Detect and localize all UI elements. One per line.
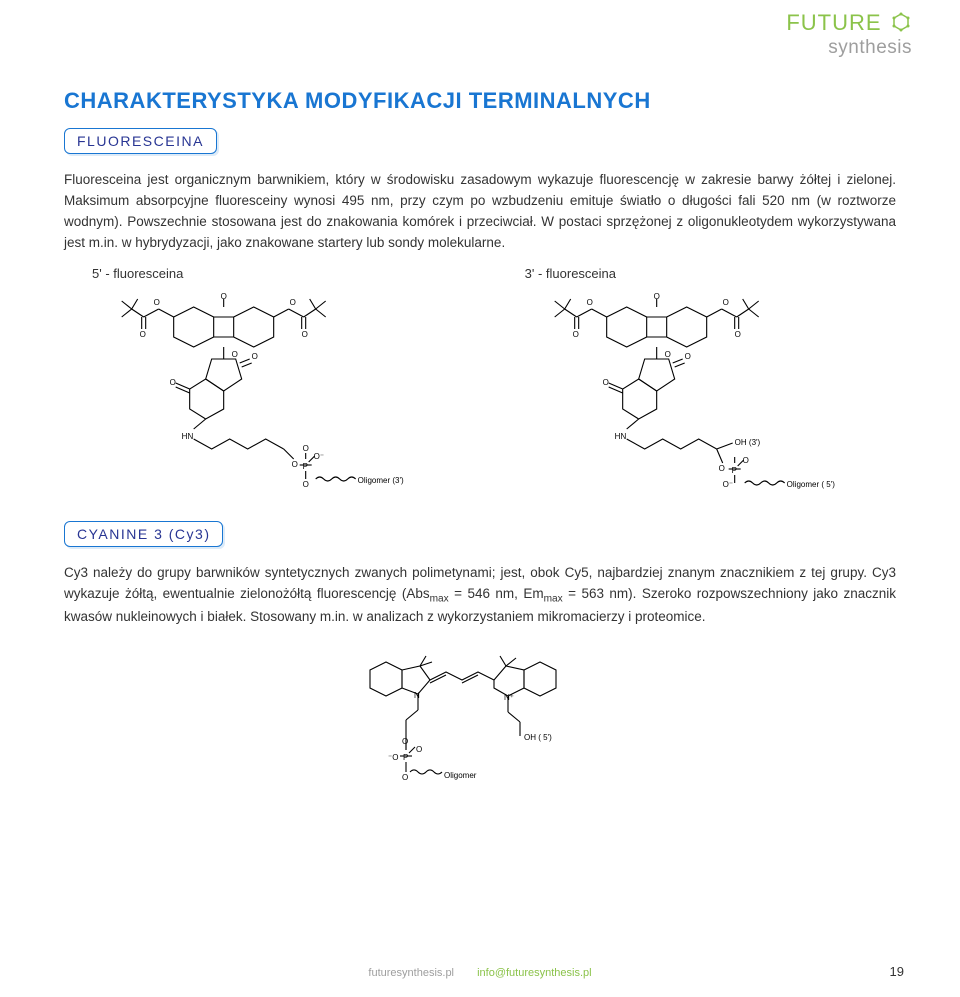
brand-logo: FUTURE synthesis <box>786 12 912 57</box>
svg-text:O: O <box>402 737 408 746</box>
svg-text:HN: HN <box>614 432 626 441</box>
section-tag-fluoresceina: FLUORESCEINA <box>64 128 217 154</box>
molecule-3prime: 3' - fluoresceina <box>497 266 896 497</box>
logo-word-bottom: synthesis <box>786 38 912 57</box>
svg-text:O: O <box>154 298 160 307</box>
molecule-structure-5: O O O O O O O O HN O O O⁻ P O Ol <box>64 287 463 497</box>
svg-text:O: O <box>292 460 298 469</box>
svg-text:O: O <box>718 464 724 473</box>
svg-text:N⁺: N⁺ <box>504 693 514 702</box>
molecule-structure-3: O O O O O O O O HN OH (3') O P O O⁻ <box>497 287 896 497</box>
svg-text:O: O <box>684 352 690 361</box>
svg-text:OH ( 5'): OH ( 5') <box>524 733 552 742</box>
svg-text:O: O <box>586 298 592 307</box>
molecule-structure-cy3: N N⁺ OH ( 5') O ⁻O P O O Oligomer <box>320 640 640 820</box>
page-content: CHARAKTERYSTYKA MODYFIKACJI TERMINALNYCH… <box>0 0 960 820</box>
footer-email: info@futuresynthesis.pl <box>477 967 592 979</box>
hexagon-icon <box>890 12 912 38</box>
svg-text:O: O <box>302 330 308 339</box>
svg-text:O⁻: O⁻ <box>722 480 732 489</box>
svg-text:O: O <box>402 773 408 782</box>
svg-text:Oligomer ( 5'): Oligomer ( 5') <box>786 480 835 489</box>
logo-word-top: FUTURE <box>786 10 881 35</box>
svg-text:⁻O: ⁻O <box>388 753 398 762</box>
paragraph-fluoresceina: Fluoresceina jest organicznym barwnikiem… <box>64 170 896 254</box>
svg-text:O: O <box>232 350 238 359</box>
molecule-5prime: 5' - fluoresceina <box>64 266 463 497</box>
svg-text:O: O <box>303 444 309 453</box>
svg-text:O⁻: O⁻ <box>314 452 324 461</box>
svg-text:O: O <box>653 292 659 301</box>
svg-text:Oligomer: Oligomer <box>444 771 477 780</box>
page-number: 19 <box>890 964 904 979</box>
svg-text:Oligomer (3'): Oligomer (3') <box>358 476 404 485</box>
svg-text:O: O <box>170 378 176 387</box>
svg-text:O: O <box>572 330 578 339</box>
svg-text:O: O <box>742 456 748 465</box>
svg-text:O: O <box>664 350 670 359</box>
svg-text:O: O <box>416 745 422 754</box>
svg-text:O: O <box>290 298 296 307</box>
page-footer: futuresynthesis.pl info@futuresynthesis.… <box>0 967 960 979</box>
svg-text:P: P <box>731 466 736 475</box>
svg-text:N: N <box>414 691 420 700</box>
svg-text:O: O <box>602 378 608 387</box>
page-title: CHARAKTERYSTYKA MODYFIKACJI TERMINALNYCH <box>64 88 896 114</box>
footer-url: futuresynthesis.pl <box>368 967 454 979</box>
svg-text:O: O <box>221 292 227 301</box>
svg-text:O: O <box>722 298 728 307</box>
svg-text:P: P <box>403 753 408 762</box>
paragraph-cy3: Cy3 należy do grupy barwników syntetyczn… <box>64 563 896 628</box>
section-tag-cy3: CYANINE 3 (Cy3) <box>64 521 223 547</box>
molecule-row: 5' - fluoresceina <box>64 266 896 497</box>
svg-text:O: O <box>303 480 309 489</box>
svg-text:OH (3'): OH (3') <box>734 438 760 447</box>
molecule-label-5: 5' - fluoresceina <box>64 266 463 281</box>
svg-text:O: O <box>252 352 258 361</box>
svg-text:O: O <box>140 330 146 339</box>
svg-text:HN: HN <box>182 432 194 441</box>
molecule-label-3: 3' - fluoresceina <box>497 266 896 281</box>
svg-text:P: P <box>303 462 308 471</box>
svg-text:O: O <box>734 330 740 339</box>
